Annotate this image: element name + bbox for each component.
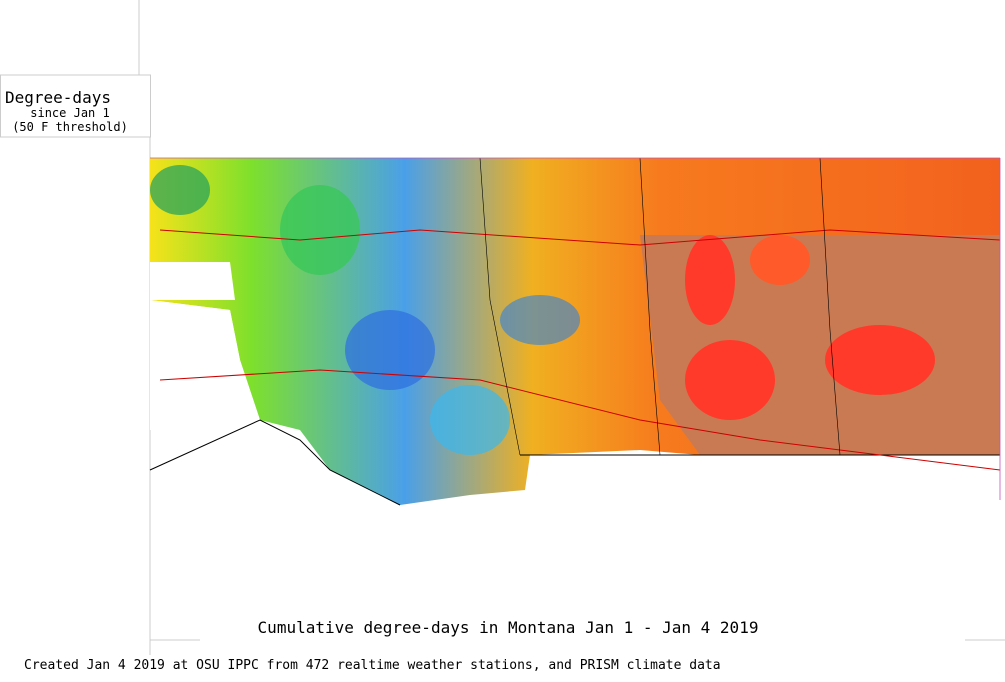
map-title: Cumulative degree-days in Montana Jan 1 …: [258, 618, 759, 637]
legend-subtitle: since Jan 1: [30, 106, 109, 120]
degree-day-map: [149, 157, 1001, 506]
footer-credit: Created Jan 4 2019 at OSU IPPC from 472 …: [24, 658, 721, 673]
legend-title: Degree-days: [5, 88, 111, 107]
legend-threshold: (50 F threshold): [12, 120, 128, 134]
